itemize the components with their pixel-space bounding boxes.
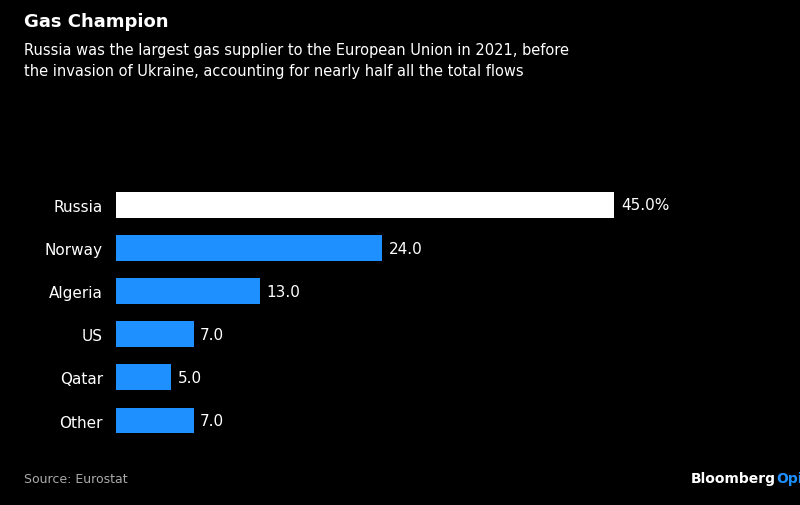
Text: 24.0: 24.0: [389, 241, 422, 256]
Text: Russia was the largest gas supplier to the European Union in 2021, before
the in: Russia was the largest gas supplier to t…: [24, 43, 569, 79]
Text: 5.0: 5.0: [178, 370, 202, 385]
Text: Bloomberg: Bloomberg: [691, 471, 776, 485]
Bar: [116, 279, 260, 305]
Text: 13.0: 13.0: [266, 284, 301, 299]
Text: Gas Champion: Gas Champion: [24, 13, 169, 31]
Bar: [116, 365, 171, 390]
Bar: [116, 322, 194, 347]
Text: Opinion: Opinion: [776, 471, 800, 485]
Text: 7.0: 7.0: [200, 413, 224, 428]
Text: Source: Eurostat: Source: Eurostat: [24, 472, 128, 485]
Text: 45.0%: 45.0%: [621, 198, 670, 213]
Text: 7.0: 7.0: [200, 327, 224, 342]
Bar: [116, 236, 382, 262]
Bar: [116, 192, 614, 218]
Bar: [116, 408, 194, 434]
